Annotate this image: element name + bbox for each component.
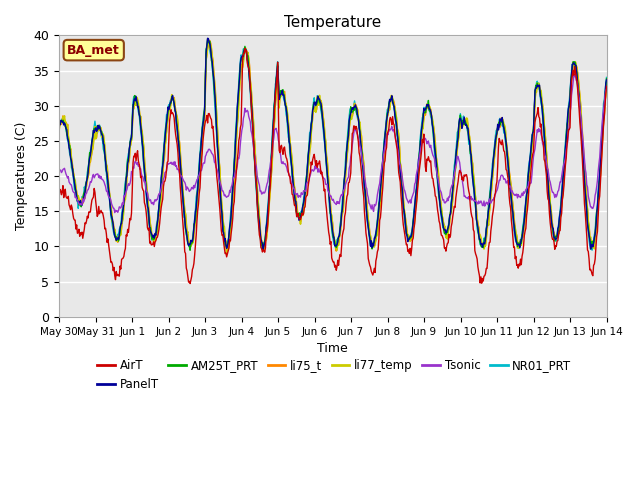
li75_t (55, 123, 63, 129)
PanelT (417, 135, 424, 141)
AirT (603, 84, 611, 89)
PanelT (401, 214, 408, 220)
Tsonic (65, 179, 73, 185)
li75_t (177, 161, 185, 167)
PanelT (259, 247, 267, 252)
AM25T_PRT (417, 134, 424, 140)
AirT (55, 193, 63, 199)
NR01_PRT (588, 247, 596, 253)
li77_temp (603, 82, 611, 88)
Tsonic (416, 150, 424, 156)
Line: li77_temp: li77_temp (59, 40, 607, 253)
Line: AM25T_PRT: AM25T_PRT (59, 38, 607, 250)
Tsonic (603, 86, 611, 92)
li75_t (65, 138, 73, 144)
NR01_PRT (416, 137, 424, 143)
NR01_PRT (55, 124, 63, 130)
AM25T_PRT (401, 213, 408, 218)
AirT (401, 233, 408, 239)
li77_temp (417, 144, 424, 150)
Line: Tsonic: Tsonic (59, 74, 607, 213)
li75_t (223, 250, 230, 255)
NR01_PRT (65, 146, 73, 152)
NR01_PRT (205, 37, 212, 43)
li77_temp (65, 139, 73, 144)
AM25T_PRT (122, 182, 129, 188)
Tsonic (111, 210, 118, 216)
AirT (177, 194, 185, 200)
AirT (186, 281, 194, 287)
PanelT (55, 120, 63, 125)
li75_t (207, 41, 214, 47)
AirT (241, 46, 249, 51)
Legend: AirT, PanelT, AM25T_PRT, li75_t, li77_temp, Tsonic, NR01_PRT: AirT, PanelT, AM25T_PRT, li75_t, li77_te… (92, 354, 576, 396)
li75_t (417, 140, 424, 145)
NR01_PRT (122, 178, 129, 184)
AirT (122, 246, 129, 252)
li77_temp (207, 43, 214, 49)
AM25T_PRT (55, 123, 63, 129)
PanelT (204, 36, 211, 41)
li77_temp (55, 127, 63, 132)
Tsonic (178, 173, 186, 179)
li77_temp (177, 163, 185, 168)
li77_temp (122, 196, 129, 202)
AM25T_PRT (177, 171, 185, 177)
Y-axis label: Temperatures (C): Temperatures (C) (15, 122, 28, 230)
Tsonic (122, 189, 130, 194)
AM25T_PRT (65, 142, 73, 148)
Line: PanelT: PanelT (59, 38, 607, 250)
X-axis label: Time: Time (317, 342, 348, 355)
li77_temp (401, 211, 408, 217)
NR01_PRT (400, 213, 408, 218)
PanelT (65, 145, 73, 151)
Tsonic (207, 148, 214, 154)
PanelT (177, 170, 185, 176)
Text: BA_met: BA_met (67, 44, 120, 57)
PanelT (122, 189, 129, 194)
li77_temp (223, 250, 230, 256)
NR01_PRT (207, 52, 214, 58)
li75_t (603, 84, 611, 89)
li75_t (205, 38, 213, 44)
AM25T_PRT (204, 36, 211, 41)
Tsonic (400, 187, 408, 192)
Line: NR01_PRT: NR01_PRT (59, 40, 607, 250)
AM25T_PRT (603, 76, 611, 82)
PanelT (207, 47, 214, 53)
li77_temp (205, 37, 213, 43)
li75_t (401, 211, 408, 217)
Tsonic (55, 169, 63, 175)
Line: li75_t: li75_t (59, 41, 607, 252)
Title: Temperature: Temperature (284, 15, 381, 30)
li75_t (122, 192, 129, 198)
AirT (417, 156, 424, 161)
AM25T_PRT (207, 58, 215, 63)
NR01_PRT (603, 74, 611, 80)
NR01_PRT (177, 173, 185, 179)
AirT (207, 115, 214, 121)
Line: AirT: AirT (59, 48, 607, 284)
AirT (65, 202, 73, 208)
Tsonic (572, 72, 579, 77)
PanelT (603, 77, 611, 83)
AM25T_PRT (186, 247, 194, 253)
